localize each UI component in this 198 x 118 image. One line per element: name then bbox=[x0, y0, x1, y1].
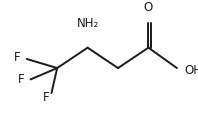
Text: F: F bbox=[42, 91, 49, 104]
Text: F: F bbox=[14, 51, 21, 64]
Text: O: O bbox=[144, 1, 153, 14]
Text: OH: OH bbox=[185, 64, 198, 77]
Text: F: F bbox=[18, 73, 24, 86]
Text: NH₂: NH₂ bbox=[76, 17, 99, 30]
